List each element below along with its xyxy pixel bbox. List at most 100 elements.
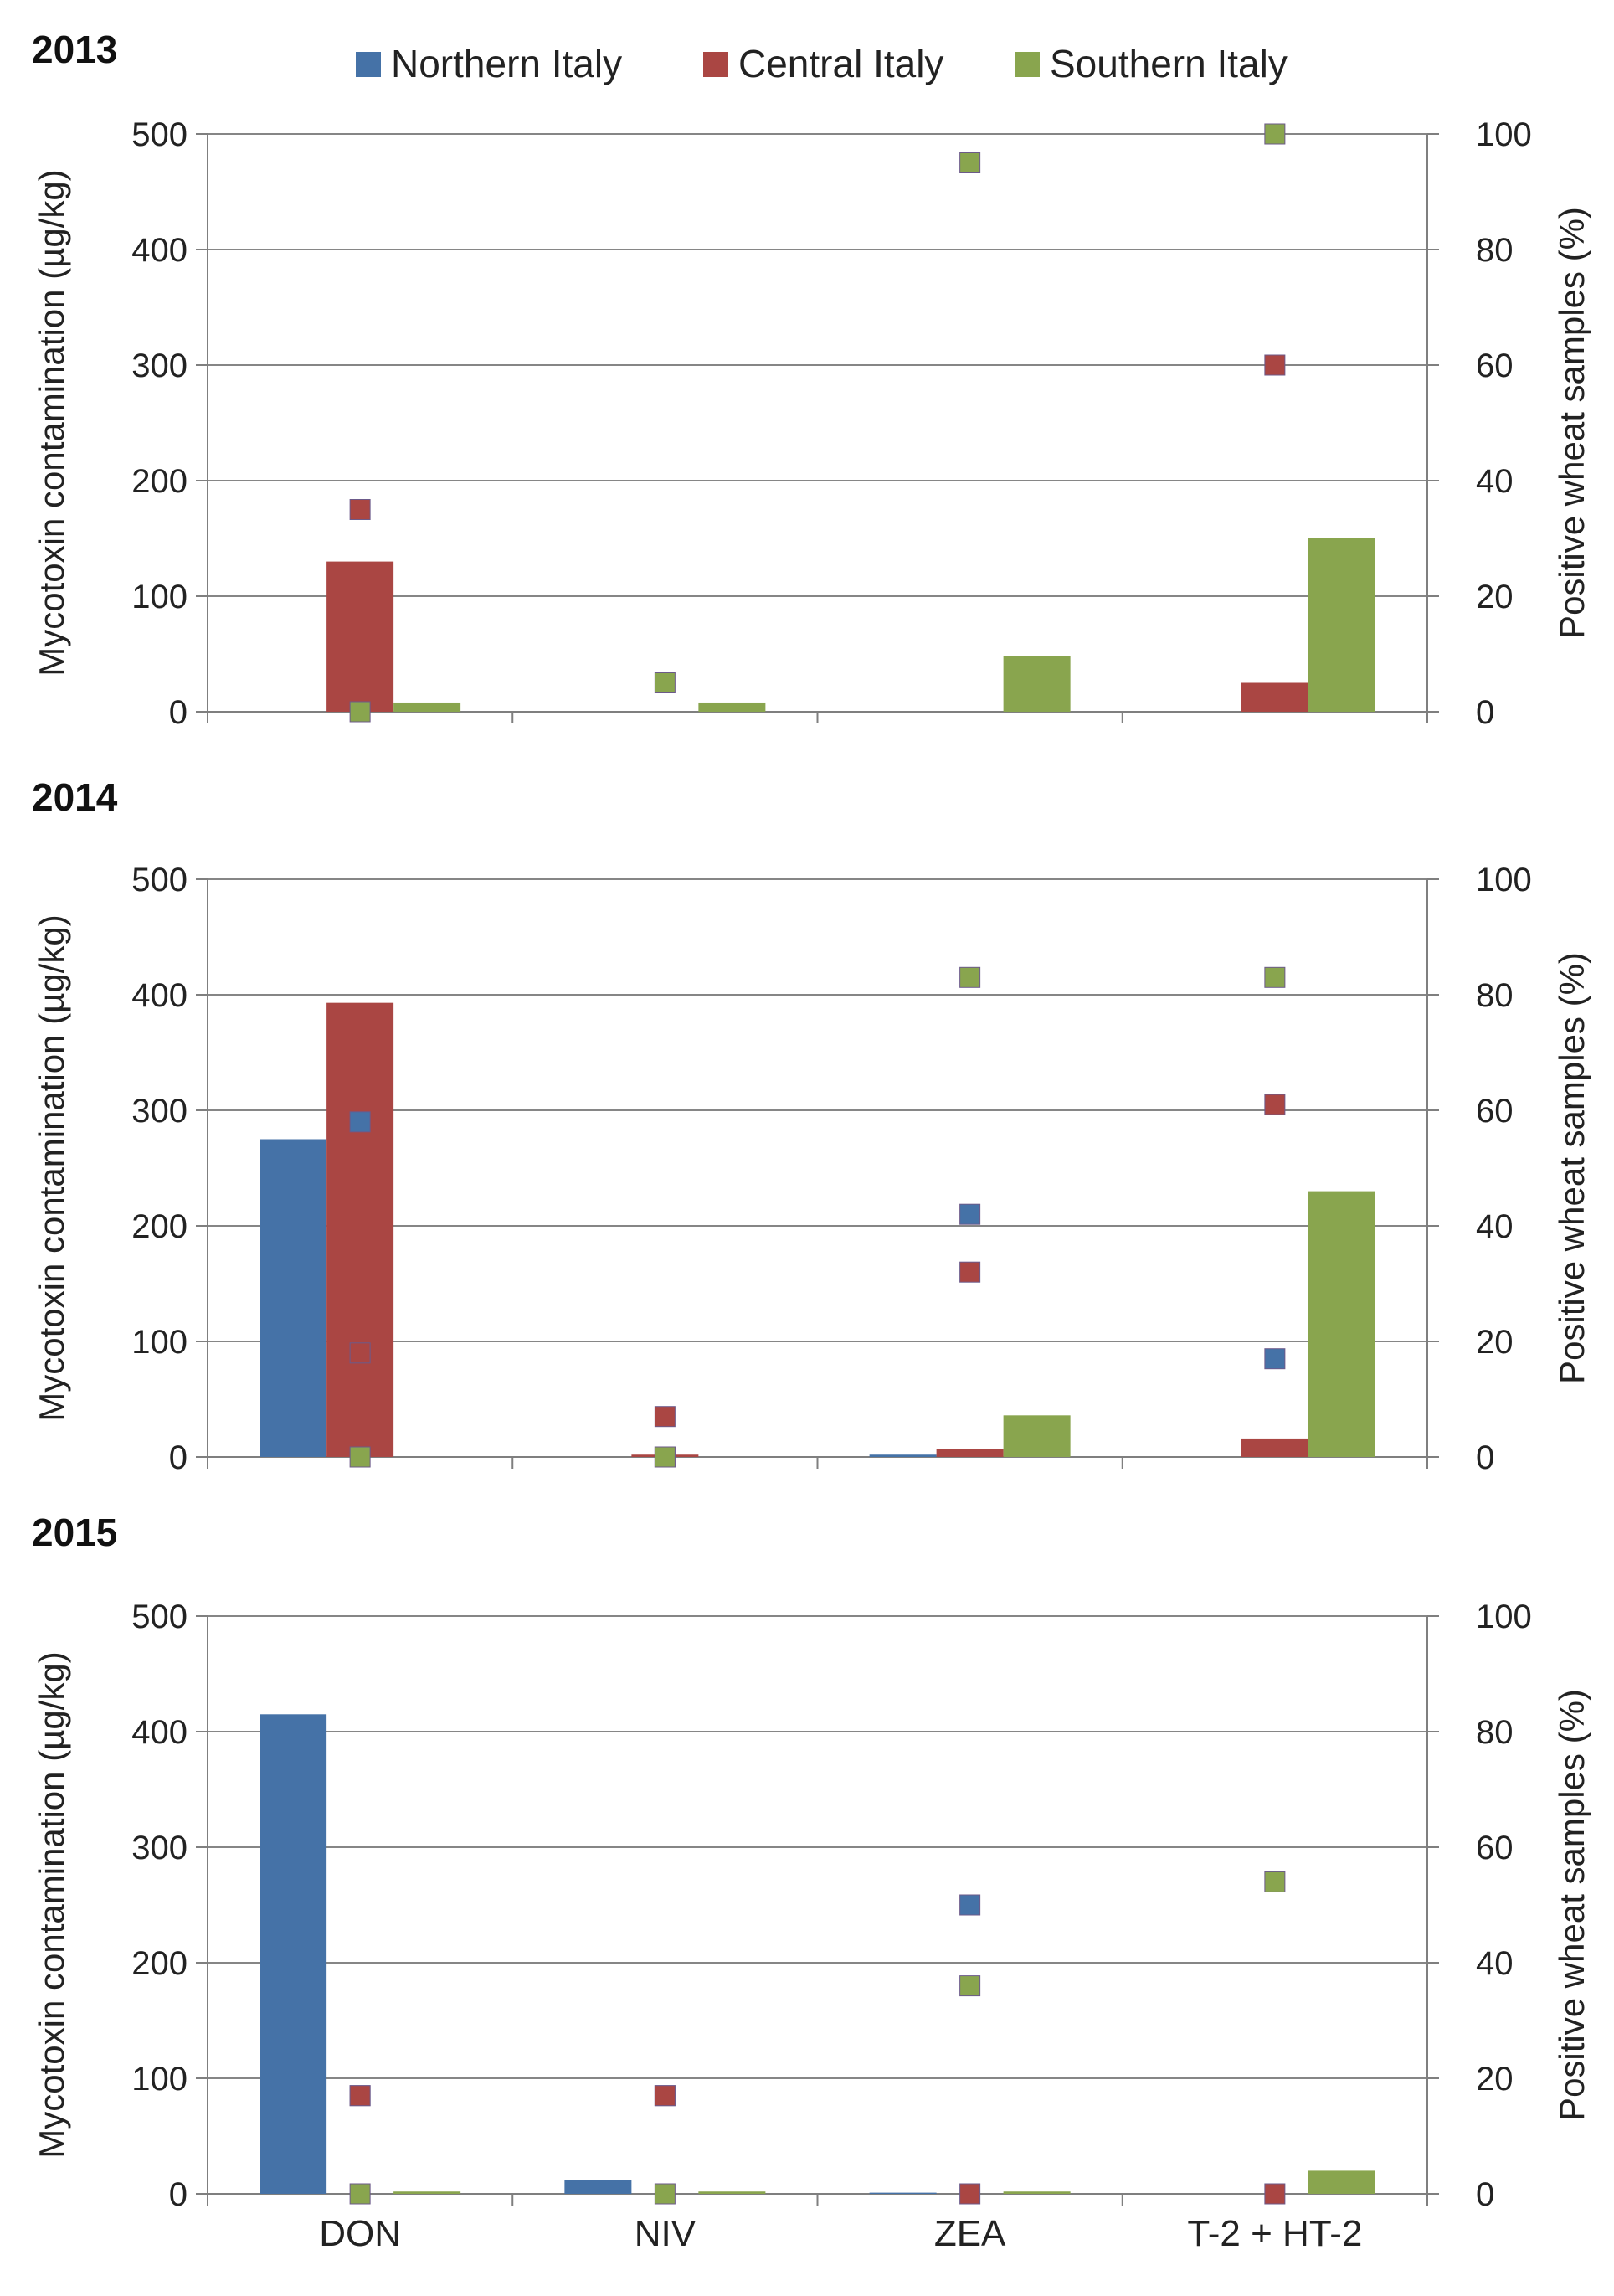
marker-central-italy — [349, 2085, 371, 2107]
marker-southern-italy — [349, 1446, 371, 1468]
marker-southern-italy — [654, 1446, 676, 1468]
marker-southern-italy — [959, 966, 981, 988]
legend-label: Central Italy — [738, 42, 943, 85]
marker-central-italy — [959, 2183, 981, 2205]
marker-southern-italy — [1264, 966, 1286, 988]
marker-southern-italy — [654, 672, 676, 693]
marker-southern-italy — [349, 2183, 371, 2205]
left-tick-label: 400 — [131, 1714, 188, 1751]
right-tick-label: 0 — [1476, 2176, 1494, 2213]
category-label: NIV — [635, 2213, 696, 2254]
left-tick-label: 0 — [169, 694, 188, 731]
legend-swatch-southern-italy — [1015, 52, 1040, 77]
left-tick-label: 0 — [169, 2176, 188, 2213]
right-tick-label: 40 — [1476, 1945, 1514, 1982]
left-axis-title: Mycotoxin contamination (µg/kg) — [32, 169, 71, 676]
bar-central-italy — [1241, 682, 1308, 712]
right-tick-label: 100 — [1476, 862, 1532, 898]
right-tick-label: 40 — [1476, 1208, 1514, 1245]
right-tick-label: 0 — [1476, 1439, 1494, 1476]
right-tick-label: 60 — [1476, 1093, 1514, 1130]
right-tick-label: 40 — [1476, 463, 1514, 500]
left-tick-label: 400 — [131, 977, 188, 1014]
bar-northern-italy — [260, 1139, 327, 1457]
bar-southern-italy — [393, 702, 461, 712]
right-tick-label: 20 — [1476, 2061, 1514, 2098]
left-tick-label: 100 — [131, 2061, 188, 2098]
bar-southern-italy — [1308, 2170, 1375, 2194]
right-tick-label: 60 — [1476, 347, 1514, 384]
left-tick-label: 100 — [131, 579, 188, 615]
panel-title: 2014 — [32, 775, 118, 819]
left-tick-label: 300 — [131, 1093, 188, 1130]
bar-southern-italy — [698, 2191, 766, 2194]
marker-central-italy — [349, 1342, 371, 1364]
bar-central-italy — [1241, 1438, 1308, 1457]
bar-central-italy — [326, 561, 394, 712]
left-tick-label: 0 — [169, 1439, 188, 1476]
bar-northern-italy — [869, 1454, 937, 1457]
left-tick-label: 500 — [131, 116, 188, 153]
left-axis-title: Mycotoxin contamination (µg/kg) — [32, 914, 71, 1421]
bar-southern-italy — [698, 702, 766, 712]
right-tick-label: 0 — [1476, 694, 1494, 731]
marker-northern-italy — [349, 1111, 371, 1133]
marker-southern-italy — [654, 2183, 676, 2205]
bar-northern-italy — [869, 2192, 937, 2194]
marker-central-italy — [1264, 354, 1286, 376]
bar-southern-italy — [1308, 538, 1375, 712]
right-tick-label: 60 — [1476, 1830, 1514, 1866]
right-tick-label: 80 — [1476, 977, 1514, 1014]
category-label: ZEA — [934, 2213, 1006, 2254]
marker-central-italy — [349, 499, 371, 520]
right-tick-label: 80 — [1476, 1714, 1514, 1751]
legend-swatch-northern-italy — [356, 52, 381, 77]
chart-panel-2015: 2015 0 100 200 300 400 500 0 20 40 60 80 100 Mycotoxi… — [32, 1511, 1591, 2254]
marker-northern-italy — [959, 1203, 981, 1225]
right-tick-label: 80 — [1476, 232, 1514, 269]
category-label: T-2 + HT-2 — [1187, 2213, 1362, 2254]
left-tick-label: 500 — [131, 862, 188, 898]
right-axis-title: Positive wheat samples (%) — [1552, 207, 1591, 639]
panel-title: 2013 — [32, 28, 117, 71]
bar-central-italy — [326, 1002, 394, 1457]
left-tick-label: 100 — [131, 1324, 188, 1361]
bar-northern-italy — [564, 2180, 632, 2194]
marker-northern-italy — [959, 1894, 981, 1916]
legend: Northern Italy Central Italy Southern Ital… — [356, 42, 1288, 85]
marker-southern-italy — [1264, 123, 1286, 145]
bar-southern-italy — [1003, 1415, 1071, 1457]
right-tick-label: 20 — [1476, 579, 1514, 615]
marker-northern-italy — [1264, 1348, 1286, 1370]
bar-southern-italy — [393, 2191, 461, 2194]
left-axis-title: Mycotoxin contamination (µg/kg) — [32, 1651, 71, 2158]
marker-southern-italy — [959, 1975, 981, 1997]
marker-southern-italy — [1264, 1871, 1286, 1892]
bar-northern-italy — [260, 1714, 327, 2194]
marker-central-italy — [654, 2085, 676, 2107]
right-tick-label: 100 — [1476, 1598, 1532, 1635]
bar-southern-italy — [1003, 656, 1071, 712]
marker-central-italy — [959, 1261, 981, 1283]
left-tick-label: 200 — [131, 1208, 188, 1245]
legend-swatch-central-italy — [703, 52, 728, 77]
marker-central-italy — [1264, 2183, 1286, 2205]
left-tick-label: 300 — [131, 1830, 188, 1866]
right-axis-title: Positive wheat samples (%) — [1552, 1689, 1591, 2121]
bar-southern-italy — [1003, 2191, 1071, 2194]
left-tick-label: 400 — [131, 232, 188, 269]
category-label: DON — [319, 2213, 401, 2254]
marker-central-italy — [1264, 1094, 1286, 1115]
chart-panel-2013: 2013 0 100 200 300 400 500 0 20 40 60 80 100 Mycotoxi… — [32, 28, 1591, 731]
panel-title: 2015 — [32, 1511, 117, 1554]
bar-southern-italy — [1308, 1191, 1375, 1457]
legend-label: Northern Italy — [391, 42, 622, 85]
left-tick-label: 300 — [131, 347, 188, 384]
legend-label: Southern Italy — [1050, 42, 1288, 85]
marker-southern-italy — [349, 701, 371, 723]
left-tick-label: 200 — [131, 463, 188, 500]
marker-southern-italy — [959, 152, 981, 173]
chart-panel-2014: 2014 0 100 200 300 400 500 0 20 40 60 80 100 Mycotoxi… — [32, 775, 1591, 1476]
